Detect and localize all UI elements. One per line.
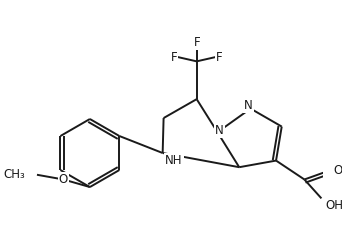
Text: CH₃: CH₃ [4, 168, 26, 181]
Text: NH: NH [165, 154, 183, 167]
Text: O: O [334, 164, 342, 177]
Text: N: N [244, 99, 253, 112]
Text: N: N [215, 124, 224, 137]
Text: F: F [194, 36, 201, 49]
Text: OH: OH [325, 199, 342, 213]
Text: O: O [59, 173, 68, 186]
Text: F: F [171, 51, 177, 64]
Text: F: F [216, 51, 223, 64]
